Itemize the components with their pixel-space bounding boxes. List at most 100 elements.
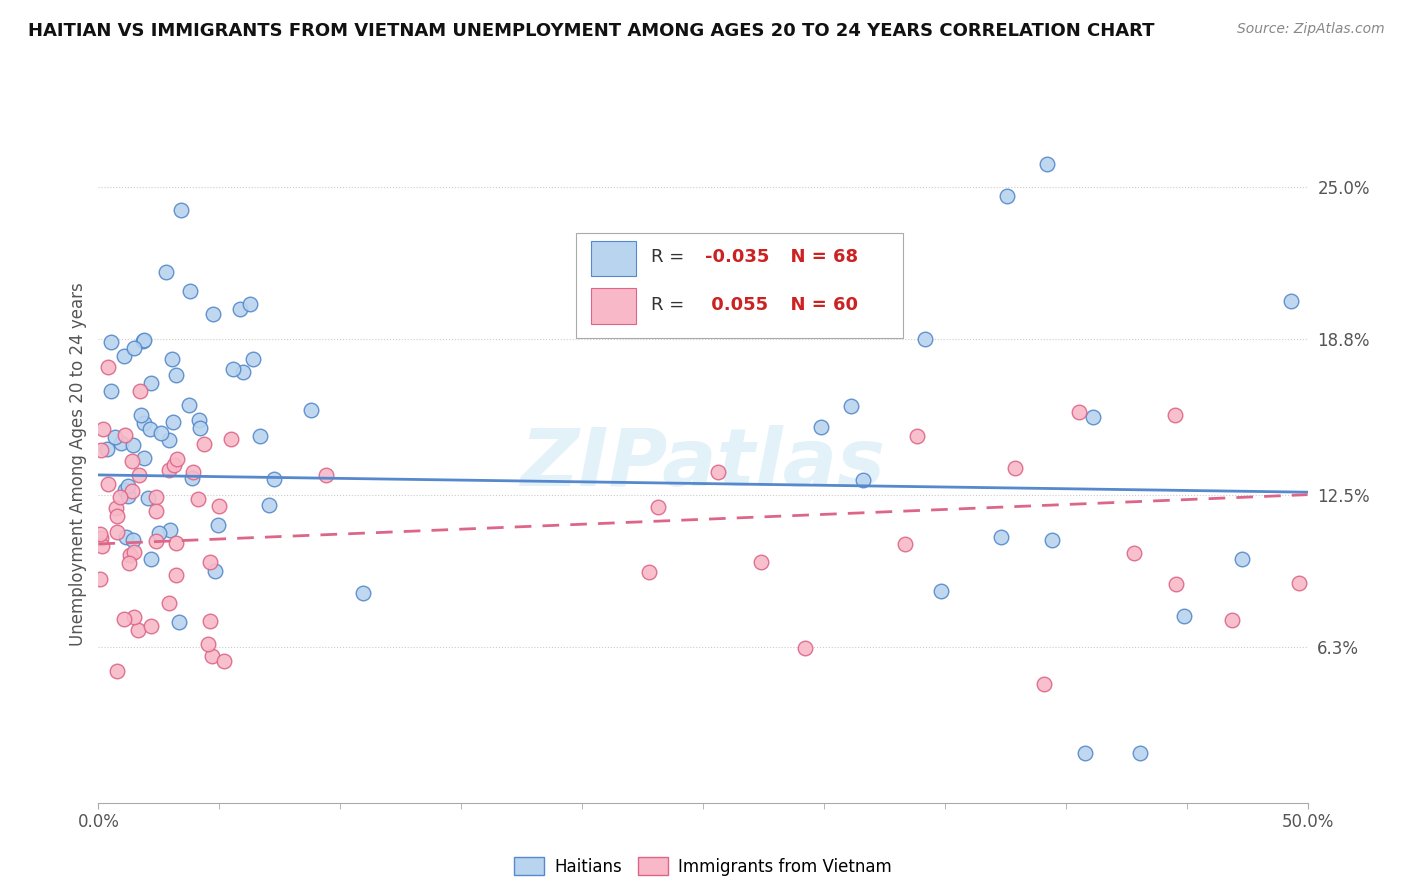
- Point: [353, 586, 375, 600]
- Point: [108, 490, 131, 504]
- Point: [165, 567, 187, 582]
- Point: [118, 548, 141, 562]
- Point: [105, 509, 128, 524]
- Point: [162, 416, 184, 430]
- Point: [894, 537, 917, 551]
- Point: [122, 545, 145, 559]
- Point: [212, 654, 235, 668]
- Point: [114, 483, 136, 497]
- Point: [222, 361, 245, 376]
- Point: [122, 533, 145, 547]
- Point: [96, 442, 118, 457]
- Point: [219, 432, 242, 446]
- Point: [134, 450, 156, 465]
- Point: [105, 524, 128, 539]
- Point: [1173, 608, 1195, 623]
- Point: [180, 471, 202, 485]
- Text: 0.055: 0.055: [706, 295, 769, 313]
- Point: [1279, 294, 1302, 309]
- Point: [145, 490, 167, 504]
- Point: [707, 465, 730, 479]
- Point: [141, 376, 163, 391]
- Point: [1040, 533, 1063, 547]
- Point: [315, 468, 337, 483]
- Point: [150, 425, 173, 440]
- Point: [1073, 747, 1095, 761]
- Point: [117, 479, 139, 493]
- Point: [110, 436, 132, 450]
- Point: [179, 398, 201, 412]
- Point: [263, 472, 285, 486]
- Point: [810, 420, 832, 434]
- Point: [160, 352, 183, 367]
- Point: [232, 365, 254, 379]
- Point: [145, 504, 167, 518]
- Point: [1123, 546, 1146, 560]
- Point: [637, 565, 659, 579]
- Text: R =: R =: [651, 295, 690, 313]
- Point: [163, 458, 186, 473]
- Point: [204, 564, 226, 578]
- Point: [89, 526, 111, 541]
- Point: [128, 468, 150, 483]
- Point: [201, 649, 224, 664]
- Point: [299, 403, 322, 417]
- Point: [990, 530, 1012, 544]
- Point: [794, 640, 817, 655]
- Point: [1288, 576, 1310, 591]
- Point: [1164, 577, 1187, 591]
- Text: ZIPatlas: ZIPatlas: [520, 425, 886, 503]
- Point: [105, 501, 128, 516]
- Point: [128, 384, 150, 398]
- Point: [139, 552, 162, 566]
- Point: [104, 430, 127, 444]
- Point: [122, 341, 145, 355]
- Point: [139, 422, 162, 436]
- Point: [157, 434, 180, 448]
- Point: [249, 429, 271, 443]
- Point: [114, 428, 136, 442]
- Point: [118, 556, 141, 570]
- Text: N = 60: N = 60: [778, 295, 858, 313]
- Point: [1129, 747, 1152, 761]
- Point: [201, 307, 224, 321]
- Point: [90, 442, 112, 457]
- Point: [1083, 410, 1105, 425]
- Point: [1232, 552, 1254, 566]
- FancyBboxPatch shape: [591, 288, 637, 324]
- Point: [134, 333, 156, 347]
- Point: [97, 359, 120, 374]
- FancyBboxPatch shape: [576, 234, 903, 338]
- Point: [134, 416, 156, 430]
- Point: [179, 285, 201, 299]
- Point: [706, 257, 728, 271]
- Text: -0.035: -0.035: [706, 248, 770, 266]
- Point: [647, 500, 669, 515]
- Point: [115, 530, 138, 544]
- Point: [198, 555, 221, 569]
- Point: [148, 526, 170, 541]
- Text: HAITIAN VS IMMIGRANTS FROM VIETNAM UNEMPLOYMENT AMONG AGES 20 TO 24 YEARS CORREL: HAITIAN VS IMMIGRANTS FROM VIETNAM UNEMP…: [28, 22, 1154, 40]
- Text: R =: R =: [651, 248, 690, 266]
- Y-axis label: Unemployment Among Ages 20 to 24 years: Unemployment Among Ages 20 to 24 years: [69, 282, 87, 646]
- Point: [1220, 613, 1243, 627]
- Point: [91, 539, 114, 553]
- Point: [121, 483, 143, 498]
- Point: [929, 583, 952, 598]
- Point: [193, 437, 215, 451]
- Point: [112, 612, 135, 626]
- FancyBboxPatch shape: [591, 241, 637, 276]
- Point: [907, 429, 929, 443]
- Point: [852, 473, 875, 487]
- Point: [127, 623, 149, 637]
- Point: [129, 409, 152, 423]
- Point: [167, 615, 190, 629]
- Point: [239, 296, 262, 310]
- Point: [1067, 405, 1090, 419]
- Point: [136, 491, 159, 505]
- Legend: Haitians, Immigrants from Vietnam: Haitians, Immigrants from Vietnam: [508, 851, 898, 882]
- Point: [97, 477, 120, 491]
- Point: [165, 368, 187, 383]
- Point: [198, 614, 221, 628]
- Point: [100, 384, 122, 399]
